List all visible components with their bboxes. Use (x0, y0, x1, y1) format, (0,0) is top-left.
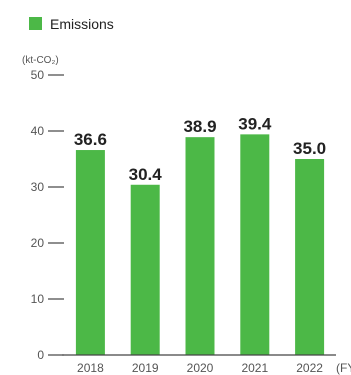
category-label-2022: 2022 (296, 361, 323, 375)
x-axis: 2018 2019 2020 2021 2022 (62, 354, 336, 375)
value-label-2018: 36.6 (74, 130, 107, 149)
category-label-2019: 2019 (132, 361, 159, 375)
y-tick-label: 40 (31, 124, 45, 138)
y-tick-label: 50 (31, 68, 45, 82)
legend: Emissions (29, 16, 114, 32)
category-label-2020: 2020 (187, 361, 214, 375)
category-label-2018: 2018 (77, 361, 104, 375)
legend-swatch-emissions (29, 17, 42, 30)
x-axis-unit: (FY (336, 361, 351, 375)
y-axis-unit: (kt-CO₂) (22, 55, 59, 66)
value-label-2020: 38.9 (183, 117, 216, 136)
bar-2022 (295, 159, 325, 355)
value-label-2019: 30.4 (129, 165, 163, 184)
y-tick-label: 10 (31, 292, 45, 306)
bar-2021 (240, 134, 270, 355)
category-label-2021: 2021 (241, 361, 268, 375)
y-tick-label: 0 (37, 348, 44, 362)
y-tick-label: 20 (31, 236, 45, 250)
bar-2020 (185, 137, 215, 355)
y-axis: 0 10 20 30 40 50 (31, 68, 64, 362)
legend-label-emissions: Emissions (50, 16, 114, 32)
bars: 36.6 30.4 38.9 39.4 35.0 (74, 114, 326, 355)
y-tick-label: 30 (31, 180, 45, 194)
bar-2018 (75, 150, 105, 355)
value-label-2022: 35.0 (293, 139, 326, 158)
bar-2019 (130, 184, 160, 355)
value-label-2021: 39.4 (238, 114, 272, 133)
